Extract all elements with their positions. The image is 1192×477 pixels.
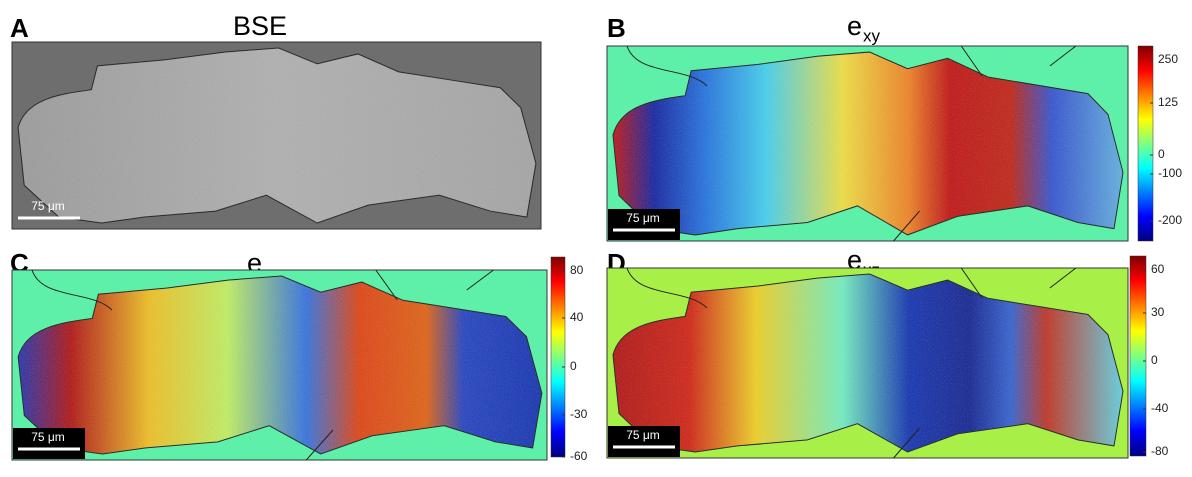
colorbar-tick-label: 30 xyxy=(1151,305,1165,319)
colorbar xyxy=(1130,256,1146,456)
colorbar-tick-label: -60 xyxy=(570,449,588,463)
colorbar-tick-label: -200 xyxy=(1158,213,1182,227)
scale-bar-label: 75 μm xyxy=(31,430,65,444)
scale-bar-label: 75 μm xyxy=(626,211,660,225)
colorbar-tick-label: 250 xyxy=(1158,52,1178,66)
colorbar xyxy=(1138,46,1153,241)
colorbar-tick-label: -100 xyxy=(1158,166,1182,180)
scale-bar-label: 75 μm xyxy=(31,199,65,213)
colorbar-tick-label: 0 xyxy=(1158,147,1165,161)
colorbar-tick-label: -40 xyxy=(1151,401,1169,415)
figure: ABSE75 μmBexy75 μm2501250-100-200Ceyz75 … xyxy=(0,0,1192,477)
colorbar-tick-label: 0 xyxy=(570,359,577,373)
colorbar xyxy=(551,257,565,457)
colorbar-tick-label: 60 xyxy=(1151,262,1165,276)
colorbar-tick-label: 40 xyxy=(570,310,584,324)
panel-title: BSE xyxy=(233,11,287,41)
panel-title: e xyxy=(847,11,862,41)
scale-bar-label: 75 μm xyxy=(626,428,660,442)
colorbar-tick-label: -30 xyxy=(570,407,588,421)
colorbar-tick-label: 80 xyxy=(570,263,584,277)
colorbar-tick-label: 0 xyxy=(1151,353,1158,367)
panel-label: B xyxy=(607,13,626,43)
colorbar-tick-label: 125 xyxy=(1158,95,1178,109)
colorbar-tick-label: -80 xyxy=(1151,444,1169,458)
panel-label: A xyxy=(10,13,29,43)
panel-title-subscript: xy xyxy=(863,26,881,45)
